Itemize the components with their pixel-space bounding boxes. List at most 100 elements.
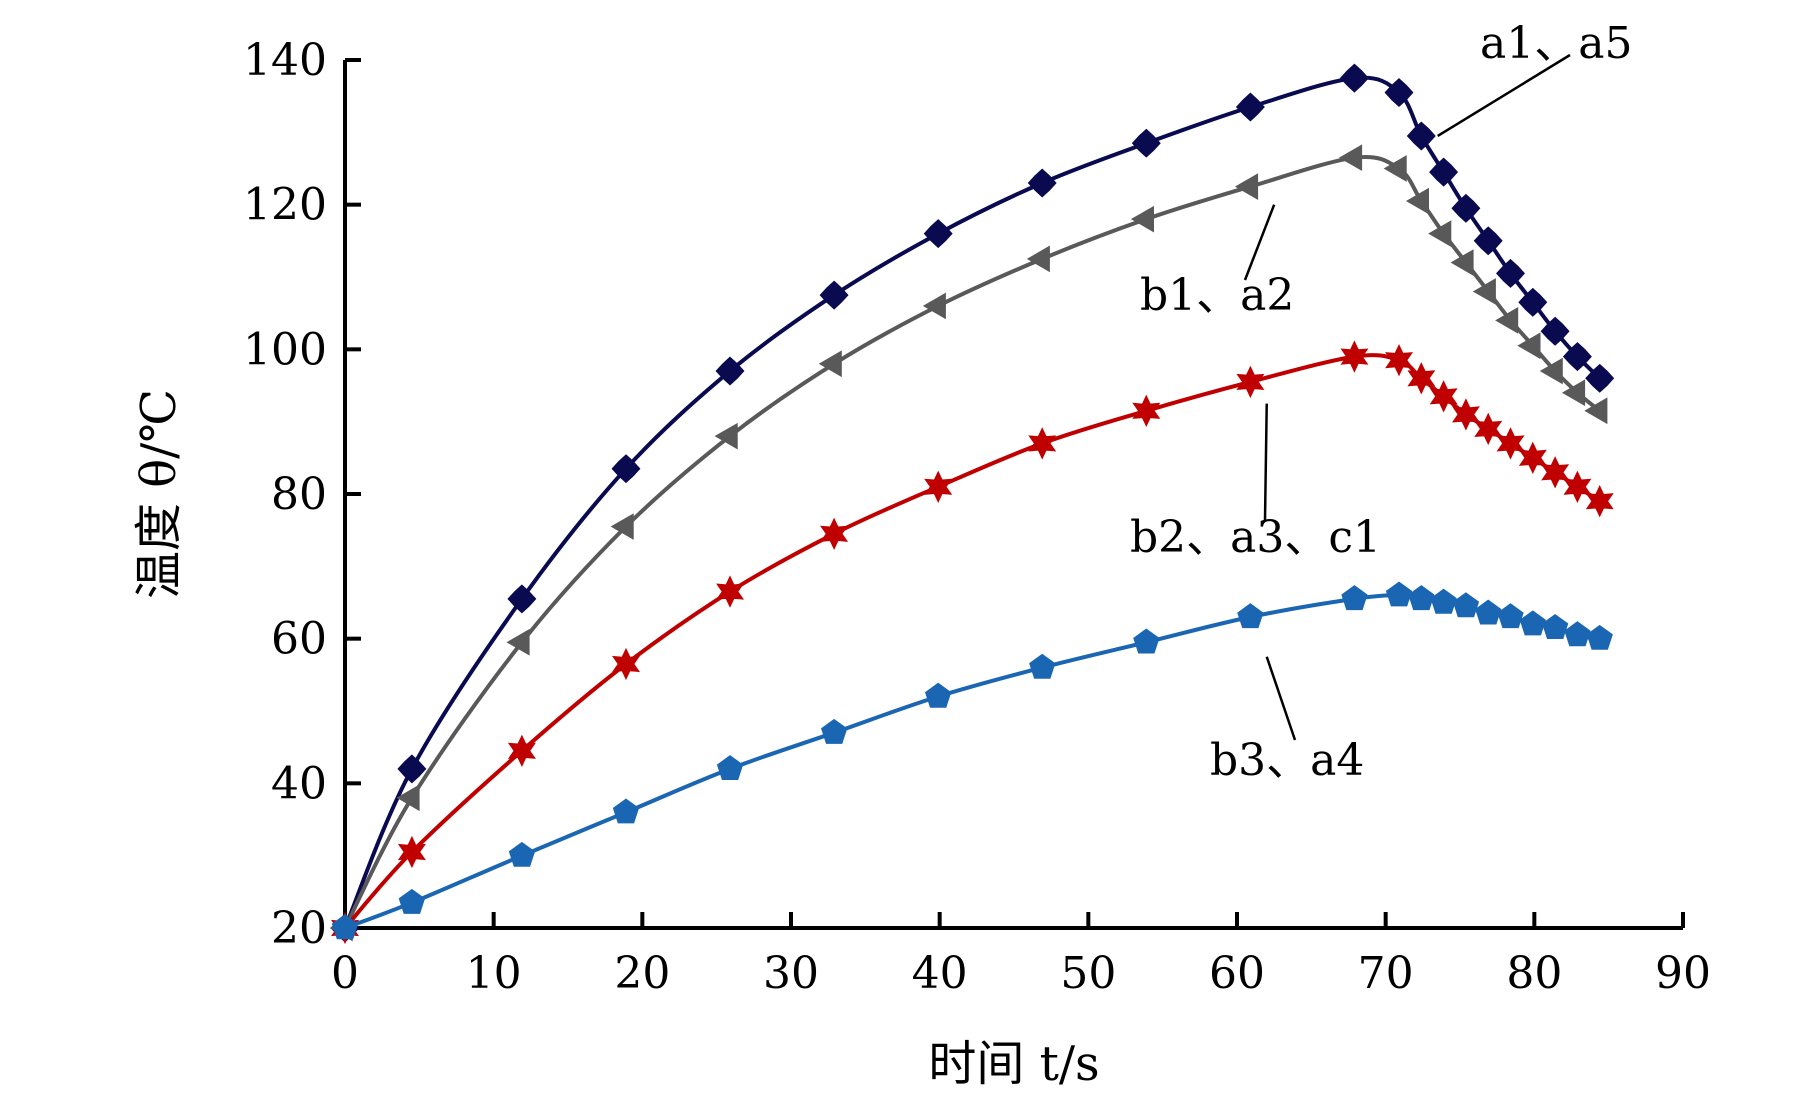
y-tick-label: 60 bbox=[271, 614, 327, 665]
annotation-label: b2、a3、c1 bbox=[1130, 512, 1381, 563]
series-1 bbox=[330, 63, 1615, 943]
series-3-point bbox=[1541, 456, 1570, 489]
series-1-point bbox=[1540, 316, 1570, 346]
series-3-line bbox=[343, 353, 1601, 930]
series-4 bbox=[331, 581, 1613, 940]
y-tick-label: 100 bbox=[243, 324, 327, 375]
y-tick-label: 20 bbox=[271, 903, 327, 954]
series-2-point bbox=[1338, 144, 1363, 171]
series-1-point bbox=[1027, 168, 1057, 198]
series-2-point bbox=[1539, 357, 1563, 385]
series-4-point bbox=[1029, 653, 1056, 679]
y-tick-label: 140 bbox=[243, 35, 327, 86]
series-2-point bbox=[1561, 379, 1586, 407]
series-4-line bbox=[344, 593, 1601, 930]
x-tick-label: 90 bbox=[1655, 948, 1711, 999]
series-3-point bbox=[1451, 398, 1480, 431]
series-1-point bbox=[1518, 287, 1548, 317]
series-3-point bbox=[1585, 485, 1614, 518]
series-2-point bbox=[610, 513, 634, 540]
annotation-label: b3、a4 bbox=[1210, 735, 1364, 786]
series-4-point bbox=[1564, 621, 1591, 647]
series-1-line bbox=[343, 75, 1602, 929]
series-3-point bbox=[1496, 427, 1525, 460]
series-4-point bbox=[716, 755, 744, 780]
series-2-point bbox=[922, 292, 946, 320]
series-4-point bbox=[508, 841, 536, 867]
series-2-point bbox=[714, 422, 738, 450]
series-3-point bbox=[1028, 427, 1057, 460]
series-2-point bbox=[1495, 307, 1519, 334]
series-3-point bbox=[1518, 441, 1547, 474]
series-2-point bbox=[818, 350, 842, 378]
series-3-point bbox=[1429, 380, 1458, 413]
series-4-point bbox=[925, 682, 952, 708]
series-layer bbox=[329, 63, 1615, 945]
series-1-point bbox=[507, 584, 537, 614]
series-4-point bbox=[1430, 588, 1457, 614]
series-2-point bbox=[1428, 220, 1452, 247]
series-1-point bbox=[1451, 193, 1481, 223]
series-2 bbox=[329, 144, 1608, 942]
series-4-point bbox=[1133, 628, 1160, 654]
series-3-point bbox=[924, 470, 953, 503]
series-2-line bbox=[343, 154, 1601, 929]
x-tick-label: 40 bbox=[912, 948, 968, 999]
series-4-point bbox=[1542, 613, 1569, 639]
series-3-point bbox=[397, 835, 426, 869]
series-4-point bbox=[1237, 603, 1264, 629]
x-tick-label: 50 bbox=[1060, 948, 1116, 999]
series-2-point bbox=[1235, 173, 1259, 200]
series-4-point bbox=[1452, 592, 1480, 618]
series-1-point bbox=[1406, 121, 1436, 151]
series-3-point bbox=[1340, 340, 1369, 373]
series-2-point bbox=[1517, 332, 1541, 360]
series-3-point bbox=[1236, 365, 1265, 399]
series-3-point bbox=[820, 517, 849, 550]
series-4-point bbox=[821, 718, 848, 744]
series-3-point bbox=[1407, 362, 1436, 395]
x-tick-label: 70 bbox=[1358, 948, 1414, 999]
y-tick-label: 80 bbox=[271, 469, 327, 520]
series-4-point bbox=[1497, 603, 1524, 629]
series-3-point bbox=[1385, 344, 1414, 377]
annotation-layer: a1、a5 b1、a2 b2、a3、c1 b3、a4 bbox=[1130, 18, 1632, 786]
x-tick-label: 10 bbox=[466, 948, 522, 999]
series-1-point bbox=[819, 280, 849, 310]
series-3-point bbox=[1474, 412, 1503, 446]
series-4-point bbox=[1408, 585, 1435, 611]
annotation-label: b1、a2 bbox=[1140, 270, 1294, 321]
series-1-point bbox=[1384, 78, 1414, 107]
series-1-point bbox=[1473, 226, 1503, 256]
y-tick-label: 40 bbox=[271, 758, 327, 809]
series-2-point bbox=[1472, 278, 1496, 305]
annotation-leader bbox=[1243, 204, 1276, 281]
series-1-point bbox=[1131, 128, 1161, 158]
series-1-point bbox=[1585, 363, 1615, 393]
annotation-leader bbox=[1437, 53, 1571, 138]
series-4-point bbox=[1385, 581, 1413, 607]
series-3-point bbox=[716, 575, 745, 608]
series-1-point bbox=[923, 219, 953, 249]
x-tick-label: 20 bbox=[614, 948, 670, 999]
series-1-point bbox=[1339, 63, 1369, 93]
axes: 0 10 20 30 40 50 60 70 80 90 20 40 60 80 100 120 140 bbox=[243, 35, 1711, 999]
series-4-point bbox=[1519, 610, 1546, 636]
series-3-point bbox=[611, 647, 641, 681]
series-2-point bbox=[396, 784, 420, 812]
series-3-point bbox=[1132, 394, 1161, 427]
y-axis-title: 温度 θ/℃ bbox=[131, 389, 187, 599]
series-4-point bbox=[1341, 585, 1368, 611]
series-2-point bbox=[1026, 245, 1050, 273]
series-4-point bbox=[331, 914, 359, 940]
series-3-point bbox=[1563, 470, 1592, 503]
series-2-point bbox=[1383, 155, 1407, 182]
series-2-point bbox=[506, 628, 530, 656]
x-tick-label: 30 bbox=[763, 948, 819, 999]
x-tick-label: 60 bbox=[1209, 948, 1265, 999]
series-4-point bbox=[398, 888, 426, 914]
series-1-point bbox=[397, 754, 427, 784]
series-4-point bbox=[1475, 599, 1502, 625]
x-tick-label: 0 bbox=[331, 948, 359, 999]
series-2-point bbox=[1450, 249, 1474, 276]
